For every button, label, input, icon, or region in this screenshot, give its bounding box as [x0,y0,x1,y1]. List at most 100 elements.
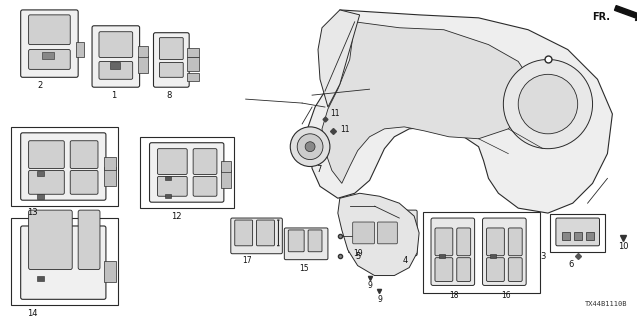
FancyBboxPatch shape [435,228,453,256]
Bar [383,232,389,242]
FancyBboxPatch shape [556,218,600,246]
FancyBboxPatch shape [231,218,282,254]
Bar [11,218,118,305]
FancyBboxPatch shape [284,228,328,260]
FancyBboxPatch shape [486,228,504,256]
FancyBboxPatch shape [435,258,453,282]
Bar [348,230,354,240]
Polygon shape [318,10,360,107]
FancyBboxPatch shape [70,171,98,194]
Bar [11,127,118,206]
FancyBboxPatch shape [483,218,526,285]
Text: 1: 1 [111,91,116,100]
FancyBboxPatch shape [99,32,132,58]
FancyBboxPatch shape [378,222,397,244]
FancyBboxPatch shape [235,220,253,246]
FancyBboxPatch shape [157,176,187,196]
FancyBboxPatch shape [20,133,106,200]
FancyBboxPatch shape [78,210,100,269]
Text: 8: 8 [166,91,172,100]
FancyBboxPatch shape [29,210,72,269]
Bar [550,214,605,252]
Bar [165,194,172,198]
Bar [165,176,172,180]
Text: 18: 18 [449,292,458,300]
Circle shape [503,60,593,149]
Bar [423,212,540,293]
FancyBboxPatch shape [277,220,280,246]
Text: 9: 9 [377,295,382,304]
FancyBboxPatch shape [387,210,417,256]
Text: 4: 4 [403,256,408,265]
Text: FR.: FR. [593,12,611,22]
Bar [104,156,116,171]
FancyBboxPatch shape [99,61,132,79]
Bar [42,52,54,60]
FancyBboxPatch shape [20,226,106,299]
FancyBboxPatch shape [193,149,217,174]
FancyArrow shape [614,6,640,20]
Text: 11: 11 [330,109,339,118]
Polygon shape [338,193,419,276]
Text: 19: 19 [354,229,364,238]
FancyBboxPatch shape [159,38,183,60]
FancyBboxPatch shape [29,141,64,169]
Bar [490,254,497,258]
Bar [187,73,199,81]
FancyBboxPatch shape [352,232,372,246]
Text: 19: 19 [354,249,364,258]
Circle shape [518,74,578,134]
Text: 3: 3 [541,252,546,261]
Bar [138,55,148,73]
Bar [138,45,148,58]
Bar [76,42,84,58]
FancyBboxPatch shape [150,143,224,202]
FancyBboxPatch shape [159,62,183,77]
FancyBboxPatch shape [508,258,522,282]
Bar [383,240,389,256]
FancyBboxPatch shape [308,230,322,252]
Bar [586,232,593,240]
Bar [562,232,570,240]
Circle shape [291,127,330,166]
Text: 14: 14 [28,309,38,318]
Bar [187,58,199,71]
FancyBboxPatch shape [154,33,189,87]
Bar [221,171,231,188]
Text: 5: 5 [355,252,360,261]
FancyBboxPatch shape [508,228,522,256]
Text: 6: 6 [568,260,573,269]
Text: 17: 17 [242,256,252,265]
FancyBboxPatch shape [157,149,187,174]
FancyBboxPatch shape [486,258,504,282]
FancyBboxPatch shape [29,50,70,69]
FancyBboxPatch shape [457,258,470,282]
Bar [104,261,116,283]
FancyBboxPatch shape [92,26,140,87]
Text: 11: 11 [340,125,349,134]
FancyBboxPatch shape [257,220,275,246]
FancyBboxPatch shape [353,222,374,244]
Text: 7: 7 [316,164,321,173]
Polygon shape [322,22,533,183]
Polygon shape [308,10,612,213]
Bar [36,276,44,282]
FancyBboxPatch shape [29,171,64,194]
Circle shape [305,142,315,152]
Text: 13: 13 [28,208,38,217]
FancyBboxPatch shape [348,206,376,250]
FancyBboxPatch shape [392,236,413,250]
Bar [221,161,231,172]
Text: 2: 2 [38,81,43,90]
Bar [439,254,445,258]
Circle shape [297,134,323,160]
FancyBboxPatch shape [70,141,98,169]
FancyBboxPatch shape [352,212,372,230]
FancyBboxPatch shape [29,15,70,44]
Bar [573,232,582,240]
FancyBboxPatch shape [431,218,475,285]
Text: 10: 10 [618,242,628,251]
Bar [104,166,116,186]
Bar [36,194,44,199]
Text: 9: 9 [367,282,372,291]
